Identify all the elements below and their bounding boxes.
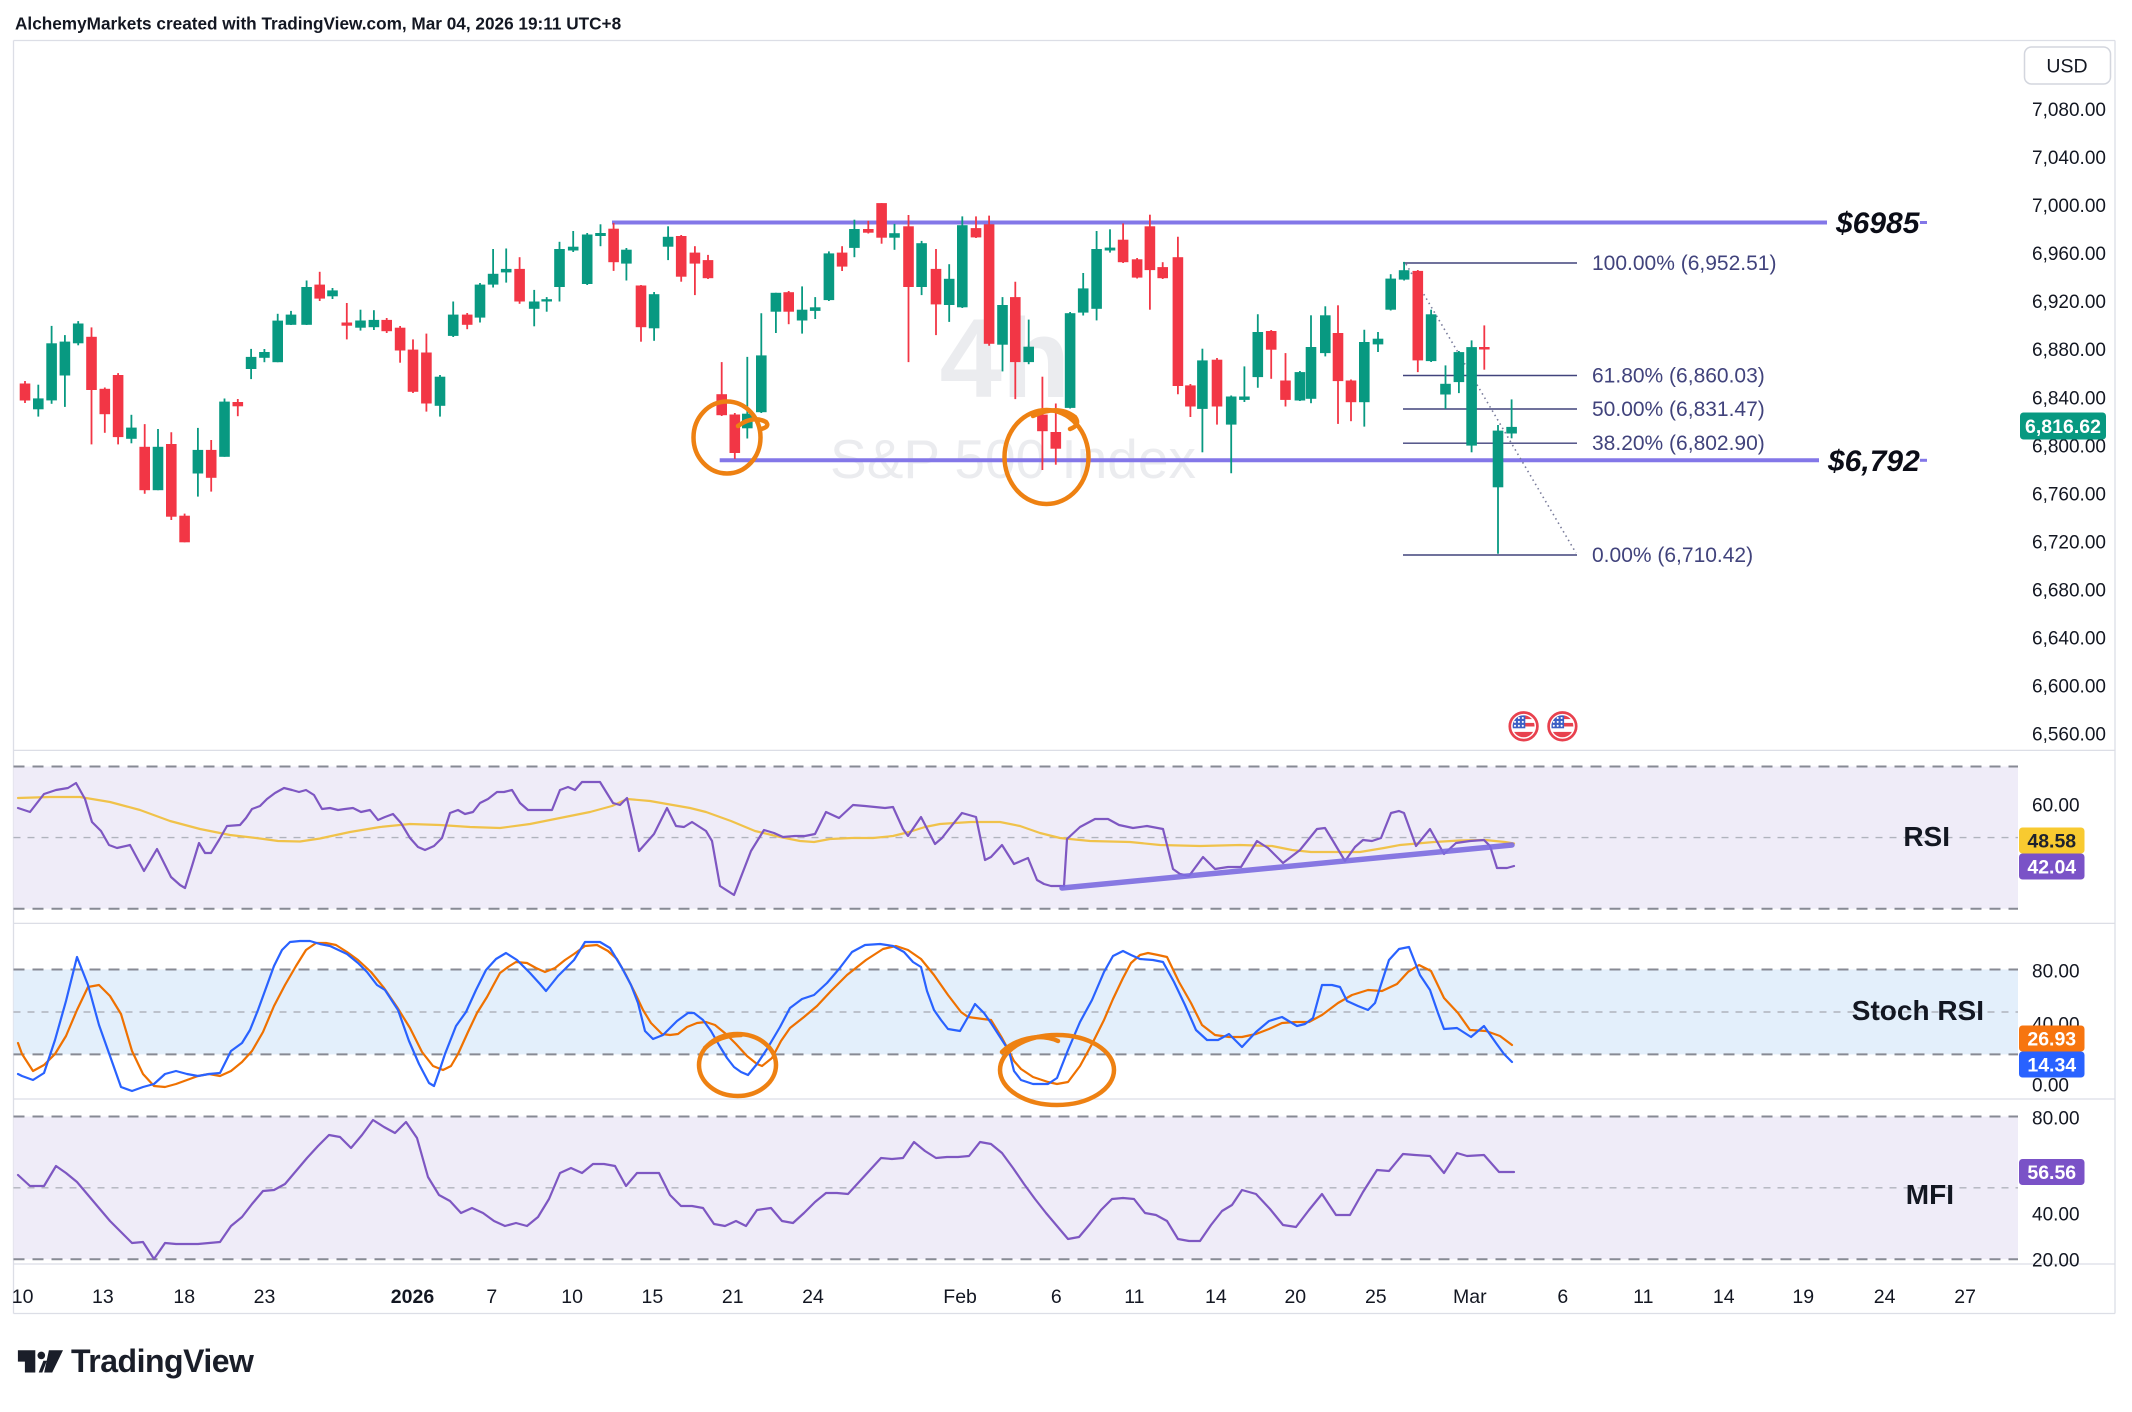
svg-text:20: 20 [1284,1286,1306,1308]
svg-text:10: 10 [12,1286,34,1308]
svg-text:20.00: 20.00 [2032,1251,2080,1272]
svg-text:40.00: 40.00 [2032,1205,2080,1226]
svg-text:RSI: RSI [1903,821,1950,852]
svg-text:6,640.00: 6,640.00 [2032,628,2106,649]
svg-text:26.93: 26.93 [2027,1029,2076,1051]
svg-text:6,760.00: 6,760.00 [2032,484,2106,505]
svg-text:13: 13 [92,1286,114,1308]
svg-text:$6985: $6985 [1835,207,1921,240]
svg-text:23: 23 [254,1286,276,1308]
svg-text:24: 24 [802,1286,824,1308]
svg-text:AlchemyMarkets created with Tr: AlchemyMarkets created with TradingView.… [15,14,622,34]
svg-text:0.00: 0.00 [2032,1076,2069,1097]
svg-text:14.34: 14.34 [2027,1055,2076,1077]
svg-text:42.04: 42.04 [2027,857,2076,879]
svg-text:38.20% (6,802.90): 38.20% (6,802.90) [1592,432,1765,455]
svg-text:2026: 2026 [391,1286,435,1308]
svg-text:14: 14 [1713,1286,1735,1308]
svg-text:MFI: MFI [1906,1179,1954,1210]
svg-text:14: 14 [1205,1286,1227,1308]
svg-text:19: 19 [1792,1286,1814,1308]
svg-text:0.00% (6,710.42): 0.00% (6,710.42) [1592,544,1753,567]
svg-text:50.00% (6,831.47): 50.00% (6,831.47) [1592,398,1765,421]
svg-text:7: 7 [486,1286,497,1308]
svg-text:6,560.00: 6,560.00 [2032,725,2106,746]
svg-text:USD: USD [2046,56,2087,78]
svg-text:7,000.00: 7,000.00 [2032,196,2106,217]
svg-text:80.00: 80.00 [2032,962,2080,983]
svg-text:Mar: Mar [1453,1286,1487,1308]
svg-text:10: 10 [561,1286,583,1308]
svg-text:48.58: 48.58 [2027,831,2076,853]
svg-text:$6,792: $6,792 [1827,445,1920,478]
svg-text:6,800.00: 6,800.00 [2032,436,2106,457]
svg-text:6: 6 [1051,1286,1062,1308]
svg-text:6,920.00: 6,920.00 [2032,292,2106,313]
svg-text:11: 11 [1124,1286,1144,1308]
svg-text:11: 11 [1633,1286,1653,1308]
svg-text:60.00: 60.00 [2032,796,2080,817]
svg-text:TradingView: TradingView [71,1343,254,1379]
svg-text:7,080.00: 7,080.00 [2032,100,2106,121]
svg-text:21: 21 [722,1286,744,1308]
svg-text:6,816.62: 6,816.62 [2025,416,2101,438]
svg-text:6,680.00: 6,680.00 [2032,580,2106,601]
svg-text:24: 24 [1874,1286,1896,1308]
svg-text:6,600.00: 6,600.00 [2032,677,2106,698]
svg-text:56.56: 56.56 [2027,1162,2076,1184]
svg-text:6,840.00: 6,840.00 [2032,388,2106,409]
svg-text:7,040.00: 7,040.00 [2032,148,2106,169]
svg-text:6: 6 [1557,1286,1568,1308]
svg-text:61.80% (6,860.03): 61.80% (6,860.03) [1592,365,1765,388]
svg-text:25: 25 [1365,1286,1387,1308]
svg-text:80.00: 80.00 [2032,1109,2080,1130]
svg-text:18: 18 [173,1286,195,1308]
svg-text:Stoch RSI: Stoch RSI [1852,995,1984,1026]
svg-text:27: 27 [1954,1286,1976,1308]
svg-text:6,720.00: 6,720.00 [2032,532,2106,553]
svg-text:100.00% (6,952.51): 100.00% (6,952.51) [1592,252,1776,275]
svg-text:6,960.00: 6,960.00 [2032,244,2106,265]
svg-text:Feb: Feb [943,1286,977,1308]
svg-text:6,880.00: 6,880.00 [2032,340,2106,361]
svg-text:15: 15 [642,1286,664,1308]
